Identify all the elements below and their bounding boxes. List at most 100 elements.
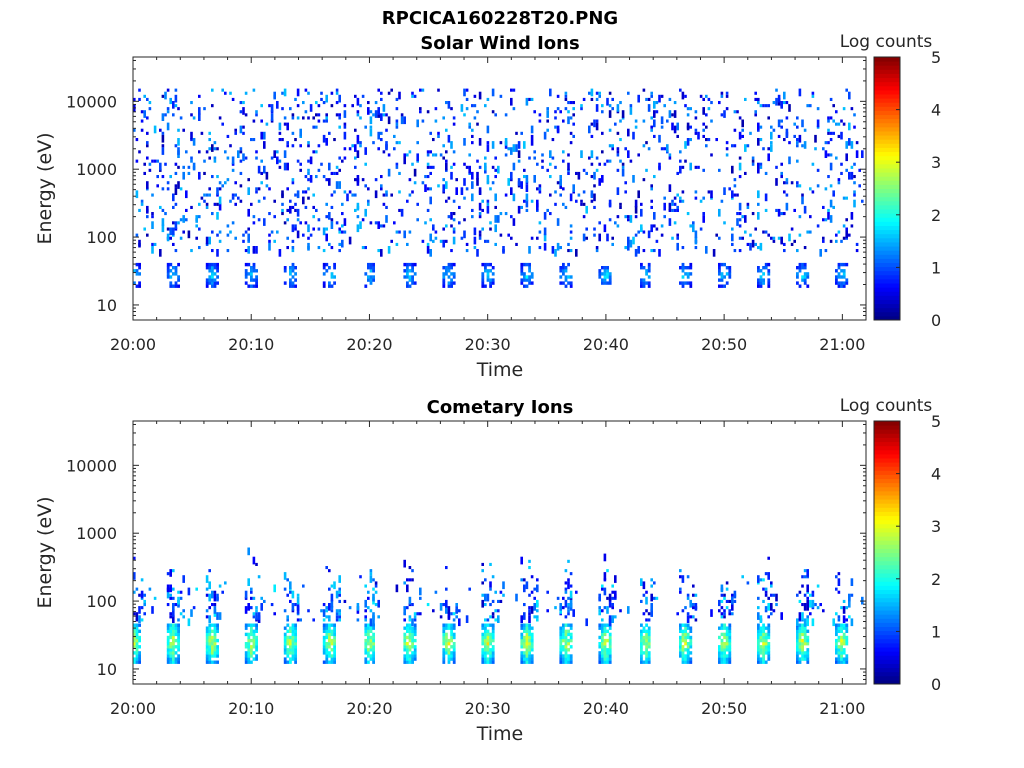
heatmap-cell	[757, 575, 760, 583]
heatmap-cell	[356, 603, 360, 611]
heatmap-cell	[291, 603, 295, 611]
heatmap-cell	[364, 642, 368, 646]
heatmap-cell	[770, 612, 773, 616]
heatmap-cell	[650, 187, 653, 191]
heatmap-cell	[746, 205, 750, 209]
heatmap-cell	[174, 221, 178, 229]
heatmap-cell	[166, 107, 170, 111]
heatmap-cell	[572, 184, 575, 192]
heatmap-cell	[556, 107, 560, 111]
heatmap-cell	[530, 657, 534, 661]
heatmap-cell	[611, 606, 614, 610]
heatmap-cell	[411, 162, 414, 166]
heatmap-cell	[465, 97, 469, 101]
heatmap-cell	[369, 281, 373, 285]
heatmap-cell	[484, 618, 487, 622]
heatmap-cell	[143, 110, 146, 118]
heatmap-cell	[166, 272, 170, 276]
heatmap-cell	[408, 648, 412, 652]
heatmap-cell	[257, 218, 261, 222]
heatmap-cell	[603, 645, 607, 649]
heatmap-cell	[840, 629, 843, 633]
heatmap-cell	[471, 171, 474, 180]
heatmap-cell	[255, 278, 258, 282]
heatmap-cell	[325, 648, 329, 652]
heatmap-cell	[564, 569, 568, 573]
heatmap-cell	[603, 657, 607, 661]
heatmap-cell	[780, 212, 783, 216]
heatmap-cell	[426, 187, 430, 191]
heatmap-cell	[471, 104, 474, 108]
heatmap-cell	[835, 156, 838, 160]
heatmap-cell	[250, 272, 253, 276]
heatmap-cell	[728, 635, 732, 640]
heatmap-cell	[770, 236, 773, 240]
heatmap-cell	[666, 144, 669, 152]
heatmap-cell	[632, 131, 635, 140]
heatmap-cell	[252, 612, 256, 616]
heatmap-cell	[569, 193, 573, 202]
heatmap-cell	[603, 638, 607, 643]
heatmap-cell	[369, 638, 373, 643]
heatmap-cell	[226, 224, 230, 228]
colorbar-step	[874, 93, 900, 99]
heatmap-cell	[325, 233, 328, 242]
heatmap-cell	[250, 623, 253, 627]
heatmap-cell	[213, 635, 217, 640]
heatmap-cell	[138, 266, 141, 270]
heatmap-cell	[707, 138, 711, 142]
colorbar-step	[874, 57, 900, 62]
heatmap-cell	[616, 168, 620, 172]
heatmap-cell	[775, 88, 778, 92]
heatmap-cell	[294, 654, 297, 658]
heatmap-cell	[634, 215, 638, 219]
heatmap-cell	[601, 609, 604, 613]
heatmap-cell	[718, 266, 721, 270]
heatmap-cell	[764, 626, 768, 630]
heatmap-cell	[450, 657, 453, 661]
heatmap-cell	[559, 193, 562, 197]
heatmap-cell	[837, 281, 841, 285]
heatmap-cell	[697, 131, 700, 140]
heatmap-cell	[759, 632, 763, 637]
heatmap-cell	[286, 236, 289, 240]
heatmap-cell	[829, 131, 833, 135]
colorbar-step	[874, 531, 900, 537]
heatmap-cell	[442, 635, 446, 640]
heatmap-cell	[413, 168, 417, 177]
heatmap-cell	[198, 171, 201, 180]
heatmap-cell	[486, 181, 490, 185]
heatmap-cell	[484, 648, 487, 652]
heatmap-cell	[213, 629, 217, 633]
heatmap-cell	[255, 606, 258, 610]
heatmap-cell	[608, 615, 612, 623]
heatmap-cell	[554, 110, 557, 114]
heatmap-cell	[148, 587, 152, 591]
heatmap-cell	[580, 150, 583, 158]
heatmap-cell	[278, 249, 282, 257]
heatmap-cell	[777, 119, 781, 128]
heatmap-cell	[445, 638, 448, 643]
heatmap-cell	[686, 272, 690, 276]
heatmap-cell	[289, 599, 292, 603]
heatmap-cell	[699, 199, 703, 203]
heatmap-cell	[406, 606, 409, 610]
heatmap-cell	[424, 184, 427, 192]
heatmap-cell	[749, 131, 752, 135]
heatmap-cell	[731, 196, 734, 200]
heatmap-cell	[767, 615, 770, 619]
heatmap-cell	[569, 657, 573, 661]
heatmap-cell	[403, 230, 406, 239]
heatmap-cell	[406, 654, 409, 658]
heatmap-cell	[304, 221, 308, 225]
heatmap-cell	[741, 215, 744, 219]
heatmap-cell	[686, 626, 690, 630]
heatmap-cell	[754, 110, 757, 114]
heatmap-cell	[426, 165, 430, 169]
heatmap-cell	[759, 657, 763, 661]
heatmap-cell	[486, 272, 490, 276]
heatmap-cell	[216, 233, 219, 237]
heatmap-cell	[832, 193, 835, 197]
heatmap-cell	[244, 606, 248, 614]
